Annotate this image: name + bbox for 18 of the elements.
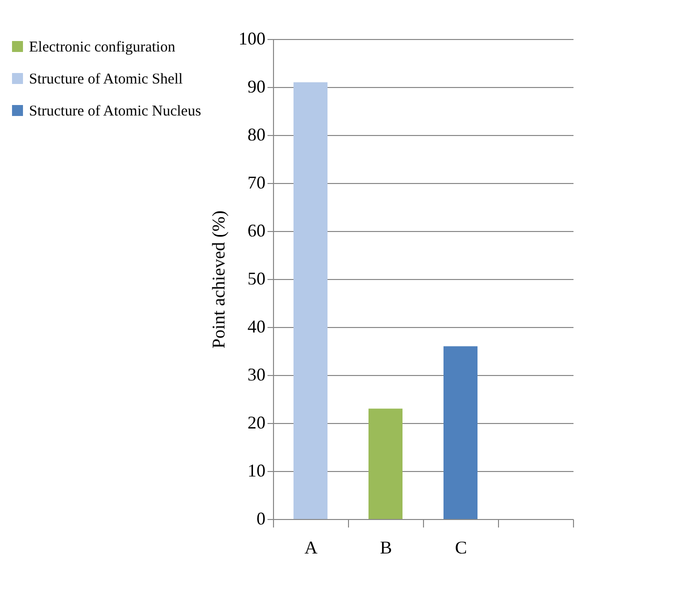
y-tick-label: 70 bbox=[248, 172, 266, 192]
x-tick-label: C bbox=[454, 538, 468, 558]
y-tick-label: 50 bbox=[248, 268, 266, 288]
y-axis-title: Point achieved (%) bbox=[208, 210, 228, 348]
y-tick-label: 30 bbox=[248, 364, 266, 384]
legend-label: Structure of Atomic Shell bbox=[29, 72, 183, 88]
y-tick-label: 20 bbox=[248, 412, 266, 432]
y-tick-label: 100 bbox=[238, 28, 266, 48]
y-tick-label: 40 bbox=[248, 316, 266, 336]
legend-label: Structure of Atomic Nucleus bbox=[29, 104, 202, 120]
y-tick-label: 80 bbox=[248, 124, 266, 144]
y-tick-label: 10 bbox=[248, 460, 266, 480]
y-tick-label: 0 bbox=[256, 508, 266, 528]
y-tick-label: 90 bbox=[248, 76, 266, 96]
x-tick-label: A bbox=[304, 538, 318, 558]
y-tick-label: 60 bbox=[248, 220, 266, 240]
x-tick-label: B bbox=[380, 538, 392, 558]
legend-label: Electronic configuration bbox=[29, 40, 176, 56]
